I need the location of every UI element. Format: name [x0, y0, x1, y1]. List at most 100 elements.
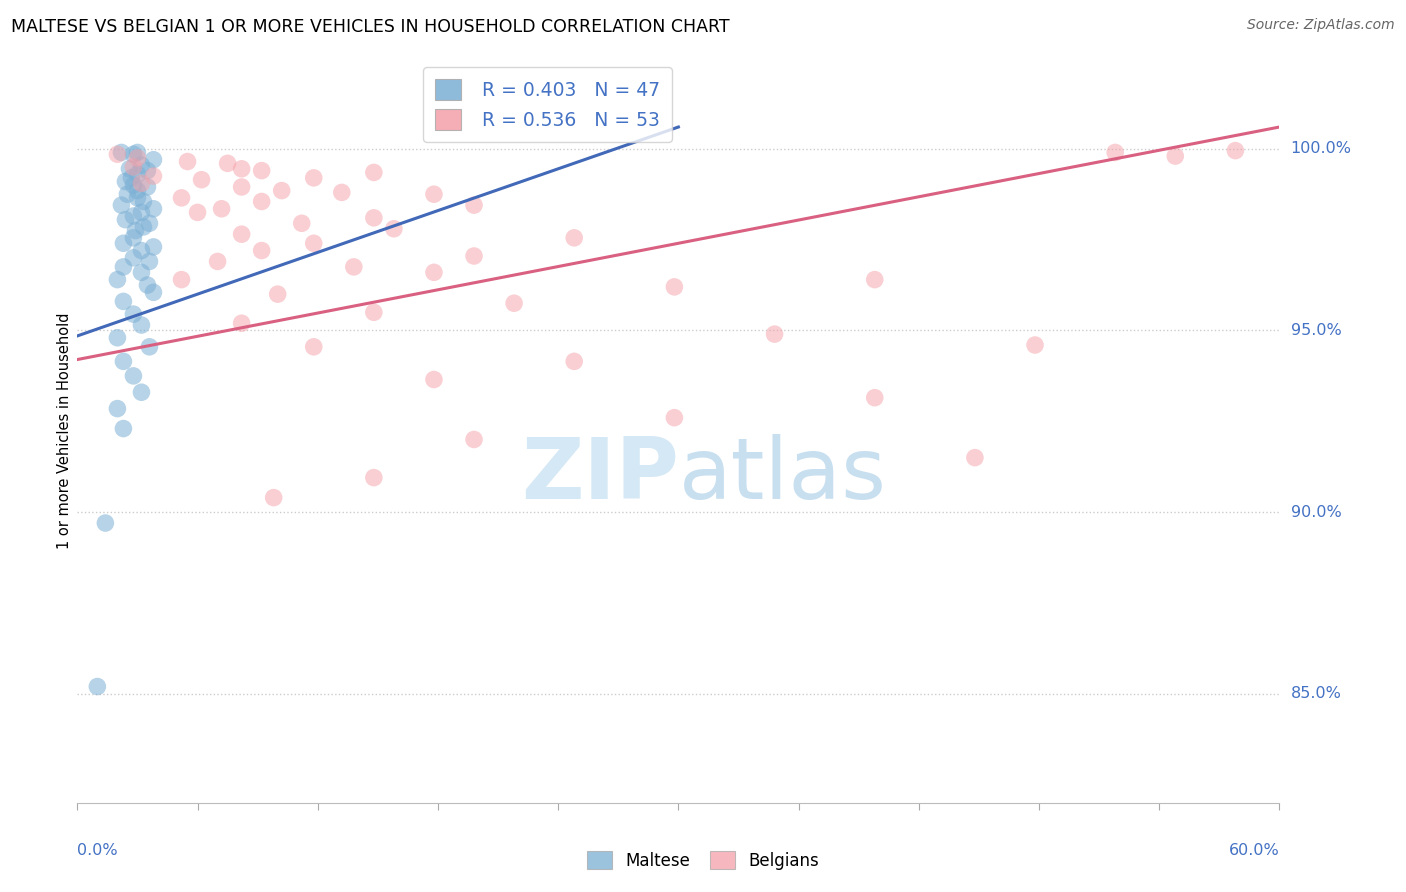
Point	[267, 287, 290, 301]
Point	[117, 187, 139, 202]
Point	[127, 184, 149, 198]
Point	[302, 340, 325, 354]
Point	[124, 223, 146, 237]
Point	[250, 194, 273, 209]
Point	[131, 265, 153, 279]
Point	[231, 316, 253, 330]
Point	[136, 278, 159, 293]
Point	[132, 219, 155, 234]
Point	[330, 186, 353, 200]
Point	[122, 251, 145, 265]
Text: 100.0%: 100.0%	[1291, 141, 1351, 156]
Point	[86, 680, 108, 694]
Legend: Maltese, Belgians: Maltese, Belgians	[581, 845, 825, 877]
Point	[142, 240, 165, 254]
Point	[250, 163, 273, 178]
Point	[207, 254, 229, 268]
Point	[112, 354, 135, 368]
Point	[423, 372, 446, 386]
Point	[136, 163, 159, 178]
Point	[131, 318, 153, 332]
Point	[664, 410, 686, 425]
Point	[763, 327, 786, 342]
Point	[190, 172, 212, 186]
Point	[131, 244, 153, 258]
Point	[112, 236, 135, 251]
Point	[112, 260, 135, 274]
Point	[231, 161, 253, 176]
Point	[562, 231, 585, 245]
Legend:   R = 0.403   N = 47,   R = 0.536   N = 53: R = 0.403 N = 47, R = 0.536 N = 53	[423, 68, 672, 142]
Point	[1164, 149, 1187, 163]
Point	[120, 170, 142, 185]
Point	[463, 249, 485, 263]
Point	[170, 191, 193, 205]
Text: atlas: atlas	[679, 434, 886, 516]
Point	[1024, 338, 1046, 352]
Point	[122, 147, 145, 161]
Point	[110, 145, 132, 160]
Text: ZIP: ZIP	[520, 434, 679, 516]
Point	[138, 216, 160, 230]
Point	[463, 198, 485, 212]
Point	[963, 450, 986, 465]
Point	[138, 340, 160, 354]
Point	[343, 260, 366, 274]
Point	[142, 285, 165, 300]
Point	[94, 516, 117, 530]
Point	[211, 202, 233, 216]
Point	[270, 184, 292, 198]
Point	[110, 198, 132, 212]
Point	[114, 174, 136, 188]
Y-axis label: 1 or more Vehicles in Household: 1 or more Vehicles in Household	[56, 312, 72, 549]
Point	[503, 296, 526, 310]
Text: 60.0%: 60.0%	[1229, 843, 1279, 858]
Point	[122, 307, 145, 321]
Point	[112, 421, 135, 435]
Point	[122, 368, 145, 383]
Point	[118, 161, 141, 176]
Text: MALTESE VS BELGIAN 1 OR MORE VEHICLES IN HOUSEHOLD CORRELATION CHART: MALTESE VS BELGIAN 1 OR MORE VEHICLES IN…	[11, 18, 730, 36]
Point	[1104, 145, 1126, 160]
Point	[122, 209, 145, 223]
Point	[131, 158, 153, 172]
Point	[107, 331, 129, 345]
Point	[363, 165, 385, 179]
Point	[107, 401, 129, 416]
Point	[131, 385, 153, 400]
Point	[664, 280, 686, 294]
Point	[122, 178, 145, 193]
Point	[122, 160, 145, 174]
Point	[107, 272, 129, 286]
Text: 0.0%: 0.0%	[77, 843, 118, 858]
Point	[142, 202, 165, 216]
Point	[263, 491, 285, 505]
Point	[127, 167, 149, 181]
Point	[363, 470, 385, 484]
Text: 95.0%: 95.0%	[1291, 323, 1341, 338]
Text: 85.0%: 85.0%	[1291, 686, 1341, 701]
Point	[423, 265, 446, 279]
Point	[131, 177, 153, 191]
Point	[186, 205, 209, 219]
Point	[142, 169, 165, 183]
Point	[131, 205, 153, 219]
Point	[142, 153, 165, 167]
Point	[1225, 144, 1247, 158]
Point	[127, 151, 149, 165]
Point	[231, 180, 253, 194]
Point	[176, 154, 198, 169]
Point	[382, 221, 405, 235]
Point	[122, 231, 145, 245]
Point	[863, 272, 886, 286]
Point	[132, 194, 155, 209]
Point	[291, 216, 314, 230]
Point	[250, 244, 273, 258]
Point	[217, 156, 239, 170]
Point	[127, 191, 149, 205]
Point	[562, 354, 585, 368]
Point	[302, 170, 325, 185]
Point	[112, 294, 135, 309]
Point	[138, 254, 160, 268]
Point	[363, 211, 385, 225]
